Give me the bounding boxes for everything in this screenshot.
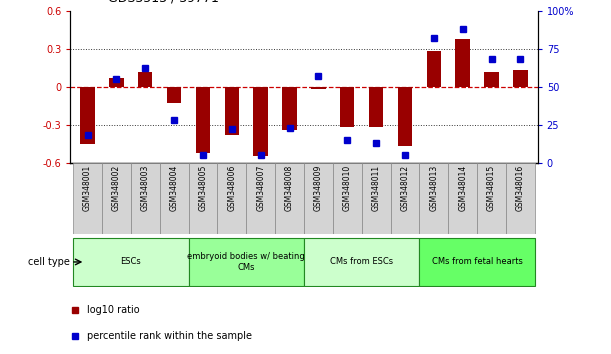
Bar [455,39,470,87]
Bar [189,238,304,286]
Bar [218,163,246,234]
Bar [159,163,189,234]
Bar [426,51,441,87]
Text: GSM348002: GSM348002 [112,165,121,211]
Text: ESCs: ESCs [120,257,141,267]
Bar [138,72,153,87]
Bar [102,163,131,234]
Text: GSM348008: GSM348008 [285,165,294,211]
Bar [167,87,181,103]
Bar [196,87,210,153]
Bar [398,87,412,146]
Bar [362,163,390,234]
Bar [254,87,268,156]
Bar [73,163,102,234]
Text: GSM348006: GSM348006 [227,165,236,211]
Text: GSM348003: GSM348003 [141,165,150,211]
Bar [275,163,304,234]
Text: GSM348013: GSM348013 [430,165,438,211]
Bar [506,163,535,234]
Text: GSM348007: GSM348007 [256,165,265,211]
Text: GSM348010: GSM348010 [343,165,352,211]
Text: log10 ratio: log10 ratio [87,305,139,315]
Bar [369,87,383,127]
Text: GSM348005: GSM348005 [199,165,208,211]
Bar [390,163,419,234]
Bar [304,238,419,286]
Bar [513,70,527,87]
Bar [109,78,123,87]
Text: GSM348009: GSM348009 [314,165,323,211]
Text: embryoid bodies w/ beating
CMs: embryoid bodies w/ beating CMs [188,252,305,272]
Text: GSM348012: GSM348012 [400,165,409,211]
Bar [225,87,239,135]
Bar [419,238,535,286]
Bar [304,163,333,234]
Text: percentile rank within the sample: percentile rank within the sample [87,331,252,341]
Bar [448,163,477,234]
Text: CMs from fetal hearts: CMs from fetal hearts [431,257,522,267]
Text: GSM348001: GSM348001 [83,165,92,211]
Bar [189,163,218,234]
Bar [73,238,189,286]
Bar [477,163,506,234]
Bar [81,87,95,144]
Bar [340,87,354,127]
Text: GSM348014: GSM348014 [458,165,467,211]
Text: GSM348011: GSM348011 [371,165,381,211]
Bar [333,163,362,234]
Bar [282,87,297,130]
Text: GSM348015: GSM348015 [487,165,496,211]
Text: cell type: cell type [28,257,70,267]
Text: GDS3513 / 39771: GDS3513 / 39771 [108,0,219,5]
Text: CMs from ESCs: CMs from ESCs [330,257,393,267]
Bar [131,163,159,234]
Bar [419,163,448,234]
Bar [311,87,326,89]
Text: GSM348004: GSM348004 [170,165,178,211]
Bar [485,72,499,87]
Text: GSM348016: GSM348016 [516,165,525,211]
Bar [246,163,275,234]
